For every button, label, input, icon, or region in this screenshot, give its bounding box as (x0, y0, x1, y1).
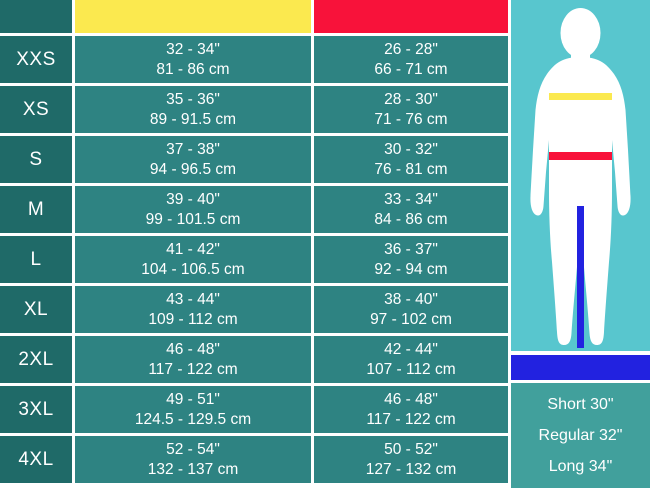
chest-cm-value: 104 - 106.5 cm (141, 260, 245, 278)
size-label-cell: 2XL (0, 336, 72, 383)
table-row: S 37 - 38" 94 - 96.5 cm 30 - 32" 76 - 81 cm (0, 136, 508, 183)
chest-measure-cell: 41 - 42" 104 - 106.5 cm (75, 236, 311, 283)
waist-cm-value: 117 - 122 cm (366, 410, 456, 428)
waist-measure-band (549, 152, 612, 160)
chest-measure-cell: 37 - 38" 94 - 96.5 cm (75, 136, 311, 183)
table-row: XL 43 - 44" 109 - 112 cm 38 - 40" 97 - 102 c… (0, 286, 508, 333)
waist-inches-value: 28 - 30" (384, 90, 438, 108)
size-label-cell: XS (0, 86, 72, 133)
table-row: M 39 - 40" 99 - 101.5 cm 33 - 34" 84 - 86 cm (0, 186, 508, 233)
chest-cm-value: 81 - 86 cm (156, 60, 230, 78)
waist-inches-value: 26 - 28" (384, 40, 438, 58)
waist-measure-cell: 28 - 30" 71 - 76 cm (314, 86, 508, 133)
chest-inches-value: 32 - 34" (166, 40, 220, 58)
chest-measure-cell: 32 - 34" 81 - 86 cm (75, 36, 311, 83)
size-label-cell: 3XL (0, 386, 72, 433)
waist-inches-value: 46 - 48" (384, 390, 438, 408)
table-row: 2XL 46 - 48" 117 - 122 cm 42 - 44" 107 - 112… (0, 336, 508, 383)
chest-inches-value: 49 - 51" (166, 390, 220, 408)
male-body-silhouette (530, 8, 631, 348)
waist-measure-cell: 30 - 32" 76 - 81 cm (314, 136, 508, 183)
chest-inches-value: 43 - 44" (166, 290, 220, 308)
waist-inches-value: 50 - 52" (384, 440, 438, 458)
waist-cm-value: 92 - 94 cm (374, 260, 448, 278)
chest-cm-value: 109 - 112 cm (148, 310, 238, 328)
waist-cm-value: 84 - 86 cm (374, 210, 448, 228)
size-label-cell: XL (0, 286, 72, 333)
chest-measure-cell: 43 - 44" 109 - 112 cm (75, 286, 311, 333)
chest-cm-value: 117 - 122 cm (148, 360, 238, 378)
waist-measure-cell: 42 - 44" 107 - 112 cm (314, 336, 508, 383)
chest-inches-value: 37 - 38" (166, 140, 220, 158)
header-size-blank (0, 0, 72, 33)
size-label-cell: 4XL (0, 436, 72, 483)
size-label-cell: M (0, 186, 72, 233)
waist-cm-value: 76 - 81 cm (374, 160, 448, 178)
chest-measure-cell: 52 - 54" 132 - 137 cm (75, 436, 311, 483)
chest-measure-cell: 39 - 40" 99 - 101.5 cm (75, 186, 311, 233)
table-row: 3XL 49 - 51" 124.5 - 129.5 cm 46 - 48" 117 -… (0, 386, 508, 433)
chest-cm-value: 89 - 91.5 cm (149, 110, 237, 128)
waist-measure-cell: 38 - 40" 97 - 102 cm (314, 286, 508, 333)
waist-inches-value: 36 - 37" (384, 240, 438, 258)
waist-inches-value: 42 - 44" (384, 340, 438, 358)
chest-cm-value: 94 - 96.5 cm (149, 160, 237, 178)
waist-measure-cell: 33 - 34" 84 - 86 cm (314, 186, 508, 233)
waist-measure-cell: 26 - 28" 66 - 71 cm (314, 36, 508, 83)
size-label-cell: L (0, 236, 72, 283)
table-header-row (0, 0, 508, 33)
table-row: 4XL 52 - 54" 132 - 137 cm 50 - 52" 127 - 132… (0, 436, 508, 483)
body-figure-panel (511, 0, 650, 351)
inseam-measure-line (577, 206, 584, 348)
waist-cm-value: 97 - 102 cm (370, 310, 452, 328)
size-table: XXS 32 - 34" 81 - 86 cm 26 - 28" 66 - 71 cm X… (0, 0, 508, 483)
waist-measure-cell: 46 - 48" 117 - 122 cm (314, 386, 508, 433)
waist-cm-value: 66 - 71 cm (374, 60, 448, 78)
waist-cm-value: 127 - 132 cm (365, 460, 457, 478)
chest-measure-cell: 46 - 48" 117 - 122 cm (75, 336, 311, 383)
waist-inches-value: 38 - 40" (384, 290, 438, 308)
table-row: XS 35 - 36" 89 - 91.5 cm 28 - 30" 71 - 76 cm (0, 86, 508, 133)
chest-inches-value: 39 - 40" (166, 190, 220, 208)
header-chest-band (75, 0, 311, 33)
waist-measure-cell: 36 - 37" 92 - 94 cm (314, 236, 508, 283)
waist-inches-value: 33 - 34" (384, 190, 438, 208)
waist-cm-value: 107 - 112 cm (366, 360, 456, 378)
header-waist-band (314, 0, 508, 33)
chest-measure-cell: 35 - 36" 89 - 91.5 cm (75, 86, 311, 133)
inseam-legend-panel: Short 30" Regular 32" Long 34" (511, 383, 650, 488)
chest-cm-value: 99 - 101.5 cm (145, 210, 241, 228)
legend-line-long: Long 34" (548, 458, 613, 475)
size-label-cell: S (0, 136, 72, 183)
chest-inches-value: 52 - 54" (166, 440, 220, 458)
chest-cm-value: 124.5 - 129.5 cm (134, 410, 252, 428)
waist-cm-value: 71 - 76 cm (374, 110, 448, 128)
chest-measure-cell: 49 - 51" 124.5 - 129.5 cm (75, 386, 311, 433)
waist-inches-value: 30 - 32" (384, 140, 438, 158)
chest-inches-value: 41 - 42" (166, 240, 220, 258)
inseam-legend-band (511, 355, 650, 380)
chest-inches-value: 46 - 48" (166, 340, 220, 358)
table-row: L 41 - 42" 104 - 106.5 cm 36 - 37" 92 - 94 c… (0, 236, 508, 283)
chest-inches-value: 35 - 36" (166, 90, 220, 108)
chest-measure-band (549, 93, 612, 100)
legend-line-short: Short 30" (547, 396, 614, 413)
legend-line-regular: Regular 32" (538, 427, 623, 444)
waist-measure-cell: 50 - 52" 127 - 132 cm (314, 436, 508, 483)
size-label-cell: XXS (0, 36, 72, 83)
table-row: XXS 32 - 34" 81 - 86 cm 26 - 28" 66 - 71 cm (0, 36, 508, 83)
chest-cm-value: 132 - 137 cm (147, 460, 239, 478)
